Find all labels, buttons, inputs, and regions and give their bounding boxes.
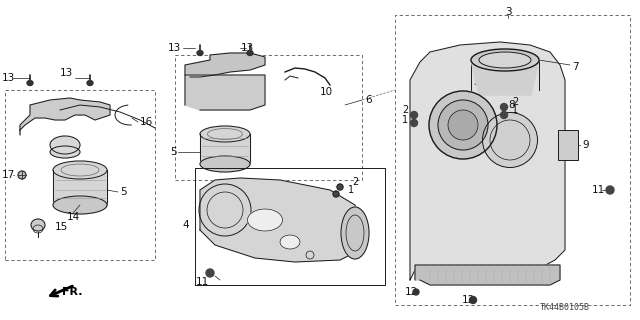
Text: 13: 13 [241, 43, 254, 53]
Polygon shape [200, 134, 250, 164]
Polygon shape [20, 98, 110, 135]
Text: 13: 13 [2, 73, 15, 83]
Ellipse shape [87, 81, 93, 85]
Text: 2: 2 [402, 105, 408, 115]
Ellipse shape [280, 235, 300, 249]
Text: 12: 12 [405, 287, 419, 297]
Text: 1: 1 [512, 105, 518, 115]
Ellipse shape [53, 196, 107, 214]
Ellipse shape [247, 51, 253, 55]
Text: 10: 10 [320, 87, 333, 97]
Ellipse shape [413, 289, 419, 295]
Polygon shape [410, 42, 565, 280]
Text: 3: 3 [505, 7, 511, 17]
Ellipse shape [410, 111, 417, 118]
Ellipse shape [50, 146, 80, 158]
Polygon shape [185, 75, 265, 110]
Text: 5: 5 [120, 187, 127, 197]
Text: 7: 7 [572, 62, 579, 72]
Ellipse shape [606, 186, 614, 194]
Text: 16: 16 [140, 117, 153, 127]
Ellipse shape [429, 91, 497, 159]
Ellipse shape [206, 269, 214, 277]
Ellipse shape [53, 161, 107, 179]
Ellipse shape [248, 209, 282, 231]
Ellipse shape [483, 113, 538, 167]
Ellipse shape [438, 100, 488, 150]
Text: 17: 17 [2, 170, 15, 180]
Text: 9: 9 [582, 140, 589, 150]
Text: 2: 2 [512, 97, 518, 107]
Text: 6: 6 [365, 95, 372, 105]
Text: 14: 14 [67, 212, 79, 222]
Text: FR.: FR. [62, 287, 83, 297]
Ellipse shape [448, 110, 478, 140]
Text: TK44B0105B: TK44B0105B [540, 303, 590, 312]
Ellipse shape [18, 171, 26, 179]
Ellipse shape [200, 156, 250, 172]
Text: 1: 1 [348, 185, 354, 195]
Ellipse shape [31, 219, 45, 231]
Text: 1: 1 [402, 115, 408, 125]
Ellipse shape [337, 184, 343, 190]
Ellipse shape [50, 136, 80, 154]
Ellipse shape [200, 126, 250, 142]
Text: 13: 13 [168, 43, 181, 53]
Ellipse shape [341, 207, 369, 259]
Text: 2: 2 [352, 177, 358, 187]
Ellipse shape [479, 52, 531, 68]
Ellipse shape [470, 297, 477, 303]
FancyBboxPatch shape [558, 130, 578, 160]
Polygon shape [53, 170, 107, 205]
Text: 4: 4 [182, 220, 189, 230]
Ellipse shape [500, 111, 508, 118]
Text: 12: 12 [462, 295, 476, 305]
Text: 11: 11 [196, 277, 209, 287]
Ellipse shape [197, 51, 203, 55]
Text: 8: 8 [508, 100, 515, 110]
Text: 13: 13 [60, 68, 73, 78]
Ellipse shape [500, 103, 508, 110]
Polygon shape [471, 60, 539, 95]
Text: 11: 11 [592, 185, 605, 195]
Polygon shape [185, 53, 265, 77]
Text: 15: 15 [55, 222, 68, 232]
Text: 5: 5 [170, 147, 177, 157]
Polygon shape [200, 178, 360, 262]
Ellipse shape [199, 184, 251, 236]
Ellipse shape [333, 191, 339, 197]
Ellipse shape [27, 81, 33, 85]
Polygon shape [415, 265, 560, 285]
Ellipse shape [471, 49, 539, 71]
Ellipse shape [410, 119, 417, 126]
